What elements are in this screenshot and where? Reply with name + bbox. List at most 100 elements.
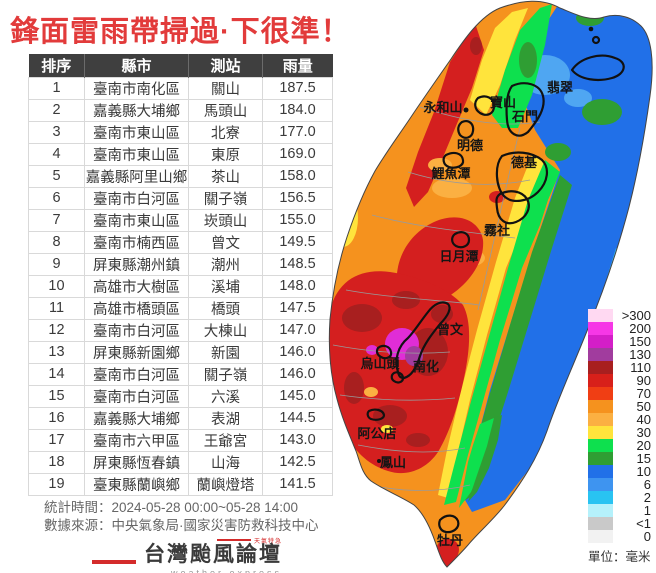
cell-county: 臺南市白河區 — [84, 318, 189, 342]
table-row: 5 嘉義縣阿里山鄉 茶山 158.0 — [28, 164, 333, 188]
legend-swatch — [588, 348, 613, 361]
cell-station: 關山 — [188, 76, 263, 100]
map-label-sunmoonlake: 日月潭 — [439, 249, 478, 264]
legend-label: 110 — [630, 360, 651, 375]
cell-county: 高雄市橋頭區 — [84, 296, 189, 320]
map-label-yonghoshan: 永和山 — [422, 100, 462, 115]
cell-rain: 156.5 — [262, 186, 333, 210]
keelung-dot — [588, 26, 594, 32]
brand-logo: 天氣特急 台灣颱風論壇 weather express — [92, 536, 282, 573]
legend-swatch — [588, 452, 613, 465]
map-label-agongdian: 阿公店 — [357, 426, 396, 441]
legend-label: 150 — [629, 334, 651, 349]
map-label-baoshan: 寶山 — [490, 95, 516, 110]
cell-county: 臺南市白河區 — [84, 362, 189, 386]
logo-tagline: 天氣特急 — [253, 538, 282, 545]
map-label-mudan: 牡丹 — [437, 533, 463, 548]
legend-swatch — [588, 439, 613, 452]
legend-swatch — [588, 322, 613, 335]
legend-label: >300 — [622, 308, 651, 323]
north-reservoir-dot — [591, 35, 601, 45]
table-row: 6 臺南市白河區 關子嶺 156.5 — [28, 186, 333, 210]
shimen-outline — [505, 82, 545, 137]
map-label-shimen: 石門 — [511, 109, 538, 124]
legend-label: <1 — [636, 516, 651, 531]
wushe-outline — [495, 190, 530, 225]
cell-station: 蘭嶼燈塔 — [188, 472, 263, 496]
legend-label: 30 — [637, 425, 651, 440]
cell-rain: 149.5 — [262, 230, 333, 254]
reservoir-outlines — [366, 35, 625, 534]
map-label-feitsui: 翡翠 — [547, 80, 573, 95]
cell-rank: 17 — [28, 428, 85, 452]
logo-subtext: weather express — [170, 568, 282, 573]
logo-dash-icon — [92, 560, 136, 564]
cell-rank: 4 — [28, 142, 85, 166]
legend-label: 0 — [644, 529, 651, 544]
table-row: 18 屏東縣恆春鎮 山海 142.5 — [28, 450, 333, 474]
cell-county: 臺南市東山區 — [84, 208, 189, 232]
cell-rain: 144.5 — [262, 406, 333, 430]
cell-county: 臺南市六甲區 — [84, 428, 189, 452]
cell-county: 臺東縣蘭嶼鄉 — [84, 472, 189, 496]
legend-label: 90 — [637, 373, 651, 388]
data-source: 數據來源：中央氣象局·國家災害防救科技中心 — [44, 518, 319, 533]
legend-swatch — [588, 309, 613, 322]
cell-station: 潮州 — [188, 252, 263, 276]
table-row: 9 屏東縣潮州鎮 潮州 148.5 — [28, 252, 333, 276]
cell-rain: 187.5 — [262, 76, 333, 100]
cell-county: 嘉義縣大埔鄉 — [84, 98, 189, 122]
fengshan-dot — [377, 459, 381, 463]
taiwan-coastline — [328, 0, 653, 568]
tsengwen-outline — [395, 301, 451, 380]
cell-county: 臺南市東山區 — [84, 142, 189, 166]
cell-station: 橋頭 — [188, 296, 263, 320]
table-row: 8 臺南市楠西區 曾文 149.5 — [28, 230, 333, 254]
taiwan-rainfall-map: 翡翠 永和山 寶山 石門 明德 德基 鯉魚潭 霧社 日月潭 曾文 烏山頭 南化 … — [328, 0, 653, 568]
logo-tagline-bar — [216, 539, 251, 541]
cell-county: 臺南市南化區 — [84, 76, 189, 100]
rainfall-legend: >300 200 150 130 110 90 70 50 40 30 20 1… — [588, 308, 651, 564]
cell-rank: 13 — [28, 340, 85, 364]
cell-rank: 3 — [28, 120, 85, 144]
legend-swatch — [588, 478, 613, 491]
legend-label: 200 — [629, 321, 651, 336]
cell-rain: 145.0 — [262, 384, 333, 408]
rainfall-table: 排序 縣市 測站 雨量 1 臺南市南化區 關山 187.5 2 嘉義縣大埔鄉 馬頭山 184… — [28, 54, 333, 496]
cell-county: 臺南市楠西區 — [84, 230, 189, 254]
cell-station: 六溪 — [188, 384, 263, 408]
techi-outline — [495, 151, 548, 202]
cell-rain: 146.0 — [262, 340, 333, 364]
cell-rank: 14 — [28, 362, 85, 386]
cell-rain: 148.0 — [262, 274, 333, 298]
cell-county: 嘉義縣大埔鄉 — [84, 406, 189, 430]
table-row: 13 屏東縣新園鄉 新園 146.0 — [28, 340, 333, 364]
header-station: 測站 — [188, 54, 263, 77]
stats-time: 統計時間：2024-05-28 00:00~05-28 14:00 — [44, 500, 299, 515]
cell-rain: 146.0 — [262, 362, 333, 386]
logo-tagline-row: 天氣特急 — [144, 536, 282, 545]
legend-swatch — [588, 413, 613, 426]
cell-station: 關子嶺 — [188, 362, 263, 386]
legend-unit-label: 單位：毫米 — [588, 549, 651, 564]
legend-label: 15 — [637, 451, 651, 466]
cell-rain: 148.5 — [262, 252, 333, 276]
cell-rank: 8 — [28, 230, 85, 254]
legend-label: 70 — [637, 386, 651, 401]
cell-county: 臺南市白河區 — [84, 384, 189, 408]
cell-rain: 169.0 — [262, 142, 333, 166]
cell-station: 曾文 — [188, 230, 263, 254]
cell-station: 山海 — [188, 450, 263, 474]
county-boundaries — [332, 106, 541, 491]
legend-swatch — [588, 530, 613, 543]
cell-station: 大棟山 — [188, 318, 263, 342]
map-label-liyutan: 鯉魚潭 — [431, 166, 470, 181]
legend-swatch — [588, 465, 613, 478]
cell-rank: 19 — [28, 472, 85, 496]
map-label-tsengwen: 曾文 — [437, 322, 464, 337]
yonghoshan-dot — [463, 107, 469, 113]
cell-rank: 12 — [28, 318, 85, 342]
legend-swatch — [588, 361, 613, 374]
agongdian-outline — [366, 408, 386, 421]
table-row: 19 臺東縣蘭嶼鄉 蘭嶼燈塔 141.5 — [28, 472, 333, 496]
